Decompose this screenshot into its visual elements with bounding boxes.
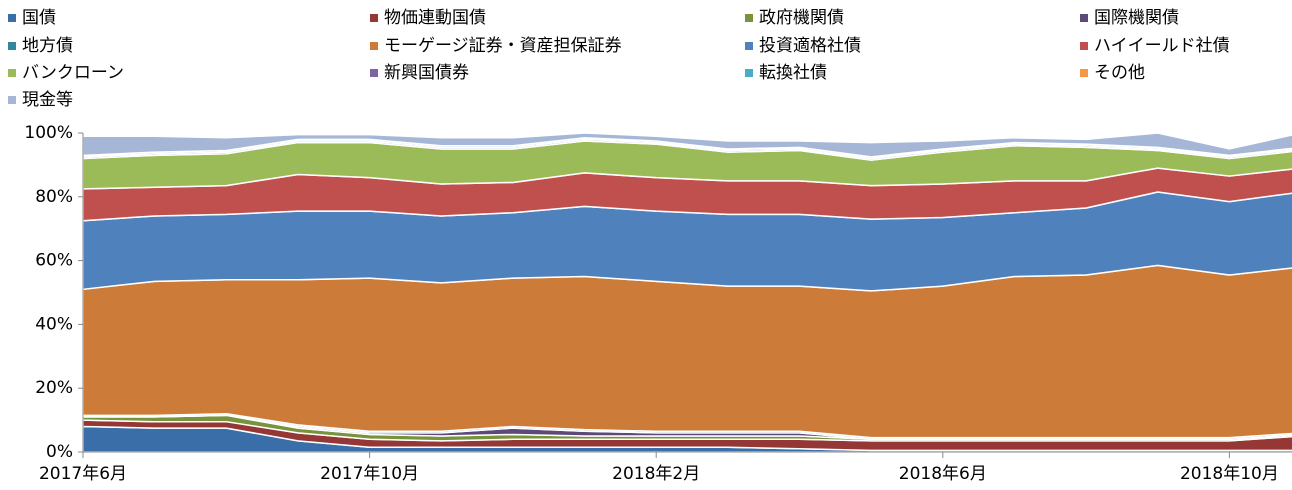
legend-label: 地方債: [22, 36, 73, 56]
legend-label: 政府機関債: [759, 8, 844, 28]
x-tick-label: 2018年10月: [1180, 464, 1279, 484]
legend-swatch: [1080, 42, 1088, 50]
legend-label: その他: [1094, 63, 1145, 83]
legend-label: バンクローン: [22, 63, 124, 83]
legend-label: 国債: [22, 8, 56, 28]
legend-swatch: [745, 69, 753, 77]
legend-swatch: [370, 69, 378, 77]
area: [82, 132, 1292, 158]
legend-label: 投資適格社債: [759, 36, 861, 56]
legend-swatch: [1080, 14, 1088, 22]
x-tick-label: 2017年6月: [39, 464, 127, 484]
legend-label: 転換社債: [759, 63, 827, 83]
legend-swatch: [745, 14, 753, 22]
legend-label: ハイイールド社債: [1094, 36, 1230, 56]
x-tick-label: 2018年2月: [612, 464, 700, 484]
legend-swatch: [370, 42, 378, 50]
area: [82, 264, 1292, 439]
legend-swatch: [8, 69, 16, 77]
y-tick-label: 60%: [35, 251, 73, 271]
legend-swatch: [745, 42, 753, 50]
legend-swatch: [8, 96, 16, 104]
legend-swatch: [8, 14, 16, 22]
y-tick-label: 20%: [35, 378, 73, 398]
y-tick-label: 40%: [35, 314, 73, 334]
legend-label: モーゲージ証券・資産担保証券: [384, 36, 622, 56]
legend-label: 国際機関債: [1094, 8, 1179, 28]
legend-swatch: [1080, 69, 1088, 77]
legend-label: 物価連動国債: [384, 8, 486, 28]
x-tick-label: 2018年6月: [899, 464, 987, 484]
y-tick-label: 0%: [46, 442, 73, 462]
legend-swatch: [370, 14, 378, 22]
legend-swatch: [8, 42, 16, 50]
x-tick-label: 2017年10月: [320, 464, 419, 484]
y-tick-label: 100%: [24, 123, 73, 143]
legend-label: 現金等: [22, 90, 73, 110]
legend-label: 新興国債券: [384, 63, 469, 83]
y-tick-label: 80%: [35, 187, 73, 207]
